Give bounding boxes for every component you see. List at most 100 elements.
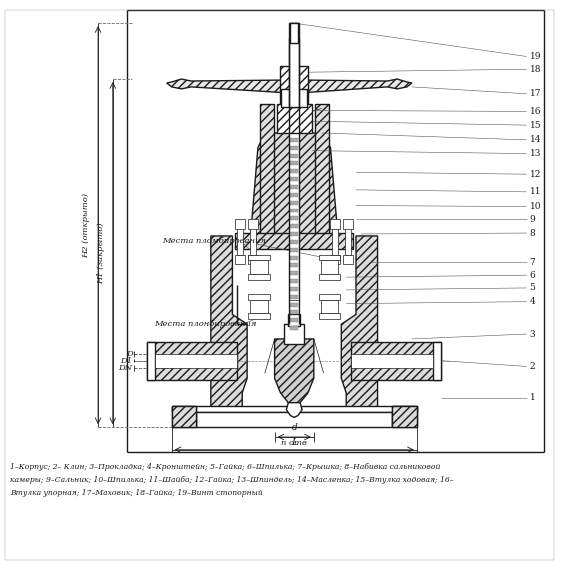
Bar xyxy=(290,326,298,330)
Bar xyxy=(343,219,353,229)
Text: 11: 11 xyxy=(530,188,541,196)
Text: DN: DN xyxy=(118,364,132,372)
Bar xyxy=(290,193,298,197)
Text: Места пломбирования: Места пломбирования xyxy=(162,237,266,245)
Text: 6: 6 xyxy=(530,271,535,280)
Text: 19: 19 xyxy=(530,52,541,61)
Bar xyxy=(290,287,298,291)
Text: D1: D1 xyxy=(120,356,132,364)
Text: 5: 5 xyxy=(530,283,535,292)
Bar xyxy=(433,342,441,380)
Polygon shape xyxy=(250,133,339,241)
Polygon shape xyxy=(166,79,286,93)
Bar xyxy=(235,219,245,229)
Bar xyxy=(250,300,268,314)
Bar xyxy=(282,89,307,107)
Text: 9: 9 xyxy=(530,215,535,224)
Bar xyxy=(319,255,340,260)
Bar xyxy=(172,406,196,427)
Text: 2: 2 xyxy=(530,362,535,371)
Text: n отв: n отв xyxy=(281,439,307,447)
Text: 15: 15 xyxy=(530,121,541,129)
Bar xyxy=(260,104,274,241)
Bar xyxy=(290,23,298,43)
Bar xyxy=(172,406,417,412)
Bar xyxy=(290,23,299,38)
Bar xyxy=(248,314,270,319)
Bar xyxy=(280,66,308,104)
Text: 14: 14 xyxy=(530,135,541,144)
Bar xyxy=(290,201,298,205)
Text: 1–Корпус; 2– Клин; 3–Прокладка; 4–Кронштейн; 5–Гайка; 6–Шпилька; 7–Крышка; 8–Наб: 1–Корпус; 2– Клин; 3–Прокладка; 4–Кроншт… xyxy=(10,463,440,471)
Polygon shape xyxy=(275,339,314,408)
Text: 3: 3 xyxy=(530,329,535,339)
Bar xyxy=(290,240,298,244)
Text: 8: 8 xyxy=(530,229,535,238)
Polygon shape xyxy=(147,342,237,380)
Bar xyxy=(392,406,417,427)
Bar xyxy=(392,406,417,427)
Bar xyxy=(248,255,270,260)
Bar xyxy=(248,255,258,264)
Bar xyxy=(290,279,298,283)
Bar xyxy=(290,303,298,307)
Bar xyxy=(319,274,340,280)
Bar xyxy=(196,412,392,427)
Bar xyxy=(290,153,298,157)
Bar xyxy=(319,294,340,300)
Polygon shape xyxy=(341,236,377,408)
Text: 4: 4 xyxy=(530,297,535,306)
Bar xyxy=(290,169,298,173)
Text: камеры; 9–Сальник; 10–Шпилька; 11–Шайба; 12–Гайка; 13–Шпиндель; 14–Масленка; 15–: камеры; 9–Сальник; 10–Шпилька; 11–Шайба;… xyxy=(10,477,453,484)
Text: 10: 10 xyxy=(530,202,541,211)
Bar xyxy=(237,227,243,255)
Bar xyxy=(248,294,270,300)
Text: 1: 1 xyxy=(530,393,535,402)
Bar xyxy=(351,353,433,368)
Bar xyxy=(345,227,351,255)
Text: 17: 17 xyxy=(530,89,541,98)
Text: 13: 13 xyxy=(530,149,541,158)
Bar xyxy=(172,406,196,427)
Bar xyxy=(284,324,304,344)
Bar xyxy=(290,146,298,150)
Bar xyxy=(290,255,298,259)
Bar xyxy=(235,255,245,264)
Bar xyxy=(332,227,339,255)
Text: 7: 7 xyxy=(530,258,535,267)
Polygon shape xyxy=(302,79,412,93)
Bar xyxy=(147,342,155,380)
Bar xyxy=(248,274,270,280)
Bar xyxy=(331,219,340,229)
Text: d: d xyxy=(291,423,297,432)
Bar xyxy=(290,224,298,228)
Bar xyxy=(290,318,298,322)
Bar xyxy=(290,248,298,252)
Bar xyxy=(290,185,298,189)
Polygon shape xyxy=(286,402,302,417)
Text: 18: 18 xyxy=(530,65,541,74)
Bar xyxy=(315,104,328,241)
Bar xyxy=(290,161,298,165)
Bar xyxy=(250,260,268,274)
Bar xyxy=(290,177,298,181)
Bar xyxy=(155,353,237,368)
Polygon shape xyxy=(351,342,441,380)
Text: 16: 16 xyxy=(530,107,541,116)
Bar xyxy=(248,219,258,229)
Bar xyxy=(288,315,300,326)
Text: H1 (закрыто): H1 (закрыто) xyxy=(97,222,105,284)
Bar xyxy=(290,311,298,315)
Bar xyxy=(290,271,298,275)
Bar xyxy=(343,255,353,264)
Text: D: D xyxy=(125,349,132,357)
Text: Втулка упорная; 17–Маховик; 18–Гайка; 19–Винт стопорный: Втулка упорная; 17–Маховик; 18–Гайка; 19… xyxy=(10,489,263,497)
Bar xyxy=(290,38,299,107)
Bar xyxy=(319,314,340,319)
Text: Места плонбирования: Места плонбирования xyxy=(154,320,256,328)
Bar xyxy=(321,105,328,113)
Bar xyxy=(276,104,312,133)
Bar xyxy=(321,300,339,314)
Text: H2 (открыто): H2 (открыто) xyxy=(82,193,90,258)
Bar xyxy=(250,227,256,255)
